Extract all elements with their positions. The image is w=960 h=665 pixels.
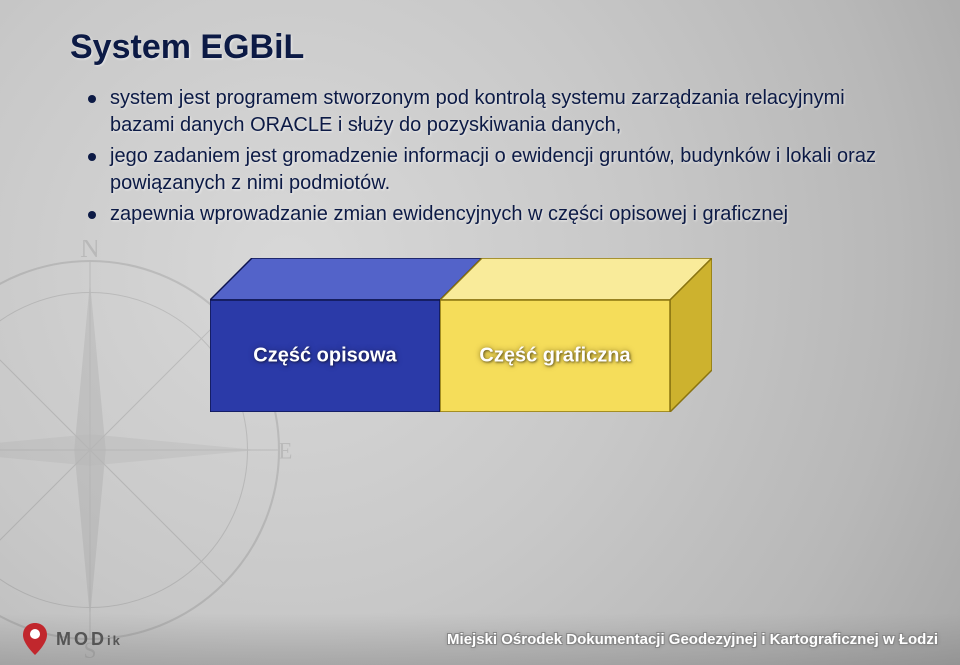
bullet-list: system jest programem stworzonym pod kon… [88,85,890,228]
boxes-diagram: Część opisowa Część graficzna [210,258,750,458]
slide: System EGBiL system jest programem stwor… [0,0,960,665]
bullet-item: system jest programem stworzonym pod kon… [88,85,890,139]
box-left-label: Część opisowa [253,345,396,368]
box-right-label: Część graficzna [479,345,630,368]
logo-main: MOD [56,629,107,649]
logo-suffix: ik [107,633,122,648]
bullet-item: zapewnia wprowadzanie zmian ewidencyjnyc… [88,201,890,228]
logo-pin-icon [22,623,48,655]
bullet-item: jego zadaniem jest gromadzenie informacj… [88,143,890,197]
logo-text: MODik [56,629,122,650]
box-right [440,258,712,412]
footer-caption: Miejski Ośrodek Dokumentacji Geodezyjnej… [447,631,938,648]
slide-title: System EGBiL [70,28,890,67]
footer: MODik Miejski Ośrodek Dokumentacji Geode… [0,613,960,665]
